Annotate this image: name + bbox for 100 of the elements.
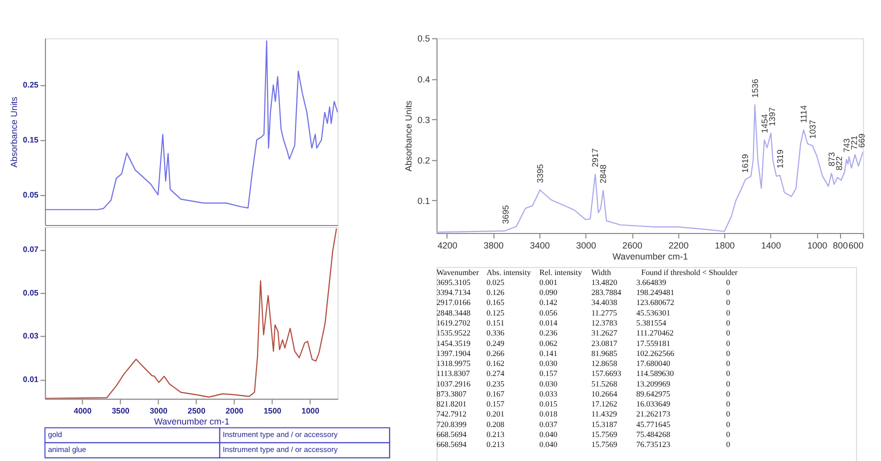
text: 0.208: [486, 420, 504, 429]
text: 0: [726, 379, 730, 388]
text: 10.2664: [591, 389, 618, 398]
y-tick-label: 0.5: [418, 34, 430, 44]
text: 0.274: [486, 369, 504, 378]
x-tick-label: 3000: [150, 406, 168, 416]
x-tick-label: 600: [848, 240, 864, 250]
y-tick-label: 0.03: [22, 332, 40, 341]
text: 17.559181: [636, 338, 670, 348]
text: Abs. intensity: [486, 268, 531, 277]
text: 31.2627: [591, 328, 618, 338]
x-tick-label: 1400: [761, 240, 782, 250]
y-tick-label: 0.07: [22, 245, 40, 254]
text: 76.735123: [636, 440, 670, 450]
text: 123.680672: [636, 298, 674, 308]
text: 0: [726, 430, 730, 440]
y-tick-label: 0.25: [22, 80, 40, 90]
text: 0: [726, 440, 730, 450]
annotation: 1454: [759, 114, 770, 134]
text: 0.018: [539, 410, 558, 419]
x-axis-title: Wavenumber cm-1: [154, 416, 230, 426]
text: 102.262566: [636, 348, 674, 358]
text: 15.7569: [591, 440, 618, 450]
annotation: 2917: [590, 148, 600, 168]
text: 89.642975: [636, 389, 670, 398]
text: 0.213: [486, 440, 504, 450]
x-tick-label: 1000: [807, 240, 828, 250]
text: 5.381554: [636, 318, 666, 328]
text: 0: [726, 278, 730, 287]
text: 0.015: [539, 400, 558, 409]
text: Wavenumber: [436, 268, 480, 277]
text: 75.484268: [636, 430, 670, 440]
annotation: 2848: [598, 164, 608, 184]
annotation: 873: [826, 152, 836, 166]
text: 742.7912: [436, 410, 466, 419]
text: 111.270462: [636, 328, 674, 338]
text: 0: [726, 298, 730, 308]
text: 12.3783: [591, 318, 618, 328]
text: Rel. intensity: [539, 268, 582, 277]
text: 0: [726, 328, 730, 338]
x-tick-label: 4000: [74, 406, 92, 416]
text: 0.001: [539, 278, 558, 287]
text: 11.4329: [591, 410, 617, 419]
x-tick-label: 4200: [437, 240, 458, 250]
text: 0: [726, 420, 730, 429]
annotation: 669: [856, 133, 866, 148]
text: 0.062: [539, 338, 558, 348]
text: 0.142: [539, 298, 558, 308]
x-tick-label: 3800: [484, 240, 504, 250]
text: 283.7884: [591, 288, 622, 298]
x-tick-label: 2000: [226, 406, 244, 416]
text: 3.664839: [636, 278, 666, 287]
y-tick-label: 0.1: [418, 196, 430, 206]
y-tick-label: 0.05: [22, 288, 40, 298]
y-tick-label: 0.2: [418, 155, 430, 166]
text: 3695.3105: [436, 278, 470, 287]
text: 0.266: [486, 348, 504, 358]
line-series: [44, 40, 338, 210]
text: 0: [726, 288, 730, 298]
y-axis-title: Absorbance Units: [404, 100, 414, 172]
x-tick-label: 2600: [622, 240, 642, 250]
text: 0.165: [486, 298, 504, 308]
text: 2848.3448: [436, 308, 470, 318]
text: 0: [726, 308, 730, 318]
annotation: 3695: [500, 204, 510, 224]
text: 0: [726, 348, 730, 358]
text: 0.125: [486, 308, 504, 318]
text: 0: [726, 410, 730, 419]
text: 0.249: [486, 338, 504, 348]
text: 720.8399: [436, 420, 466, 429]
text: 0.056: [539, 308, 558, 318]
text: 13.4820: [591, 278, 618, 287]
text: 0.336: [486, 328, 504, 338]
text: 51.5268: [591, 379, 618, 388]
text: 0.090: [539, 288, 558, 298]
x-tick-label: 3500: [112, 406, 130, 416]
text: 0.157: [539, 369, 558, 378]
text: 16.033649: [636, 400, 670, 409]
x-tick-label: 2500: [188, 406, 206, 416]
annotation: 1319: [774, 149, 785, 168]
annotation: 1114: [798, 105, 809, 123]
text: 0.014: [539, 318, 558, 328]
text: 0.236: [539, 328, 558, 338]
text: 0.201: [486, 410, 504, 419]
y-tick-label: 0.05: [22, 190, 40, 200]
text: 0: [726, 400, 730, 409]
text: 1318.9975: [436, 359, 470, 368]
text: 1037.2916: [436, 379, 470, 388]
x-tick-label: 1500: [264, 406, 282, 416]
text: 0.033: [539, 389, 558, 398]
text: 0: [726, 369, 730, 378]
text: Found if threshold < Shoulder: [641, 268, 738, 277]
annotation: 1619: [740, 154, 750, 173]
x-axis-title: Wavenumber cm-1: [612, 251, 688, 262]
text: 0: [726, 359, 730, 368]
text: 21.262173: [636, 410, 670, 419]
text: 668.5694: [436, 440, 466, 450]
text: 1397.1904: [436, 348, 470, 358]
y-tick-label: 0.01: [22, 374, 40, 384]
text: 0: [726, 389, 730, 398]
